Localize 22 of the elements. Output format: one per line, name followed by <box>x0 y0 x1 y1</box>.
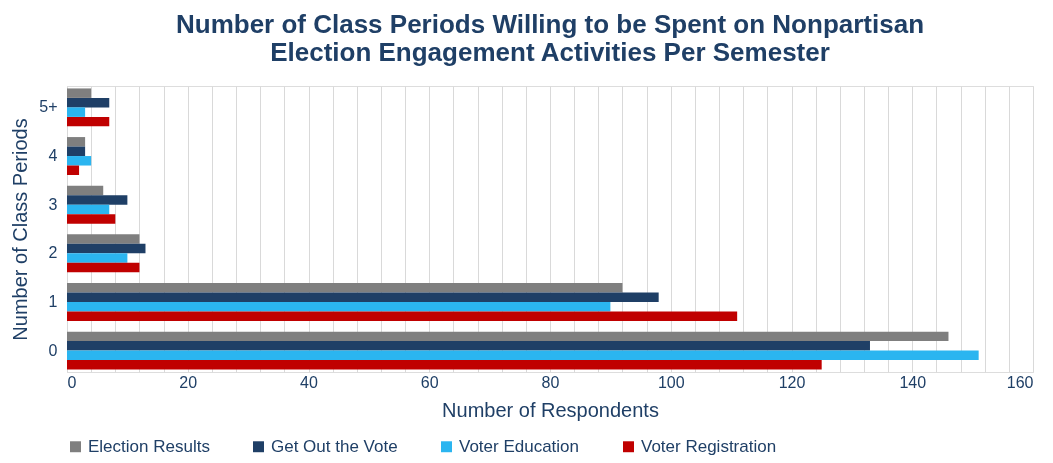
y-tick-label: 2 <box>48 244 58 262</box>
x-tick-label: 0 <box>67 373 77 391</box>
x-tick-label: 140 <box>899 373 927 391</box>
y-tick-label: 3 <box>48 195 58 213</box>
x-tick-label: 80 <box>541 373 560 391</box>
x-tick-label: 100 <box>657 373 685 391</box>
legend-label: Election Results <box>88 436 210 456</box>
x-tick-label: 120 <box>778 373 806 391</box>
x-tick-label: 160 <box>1006 373 1034 391</box>
legend-label: Voter Education <box>459 436 580 456</box>
y-tick-label: 1 <box>48 292 58 310</box>
y-tick-label: 0 <box>48 341 58 359</box>
y-tick-label: 4 <box>48 147 58 165</box>
chart-title: Number of Class Periods Willing to be Spent on Nonpartisan Election Engagement Activities Per Semester <box>175 9 925 67</box>
legend-label: Voter Registration <box>641 436 777 456</box>
legend-label: Get Out the Vote <box>271 436 398 456</box>
y-axis-title: Number of Class Periods <box>9 118 32 341</box>
x-axis-title: Number of Respondents <box>442 398 659 421</box>
x-tick-label: 20 <box>179 373 198 391</box>
y-tick-label: 5+ <box>39 98 58 116</box>
x-tick-label: 60 <box>420 373 439 391</box>
x-tick-label: 40 <box>300 373 318 391</box>
